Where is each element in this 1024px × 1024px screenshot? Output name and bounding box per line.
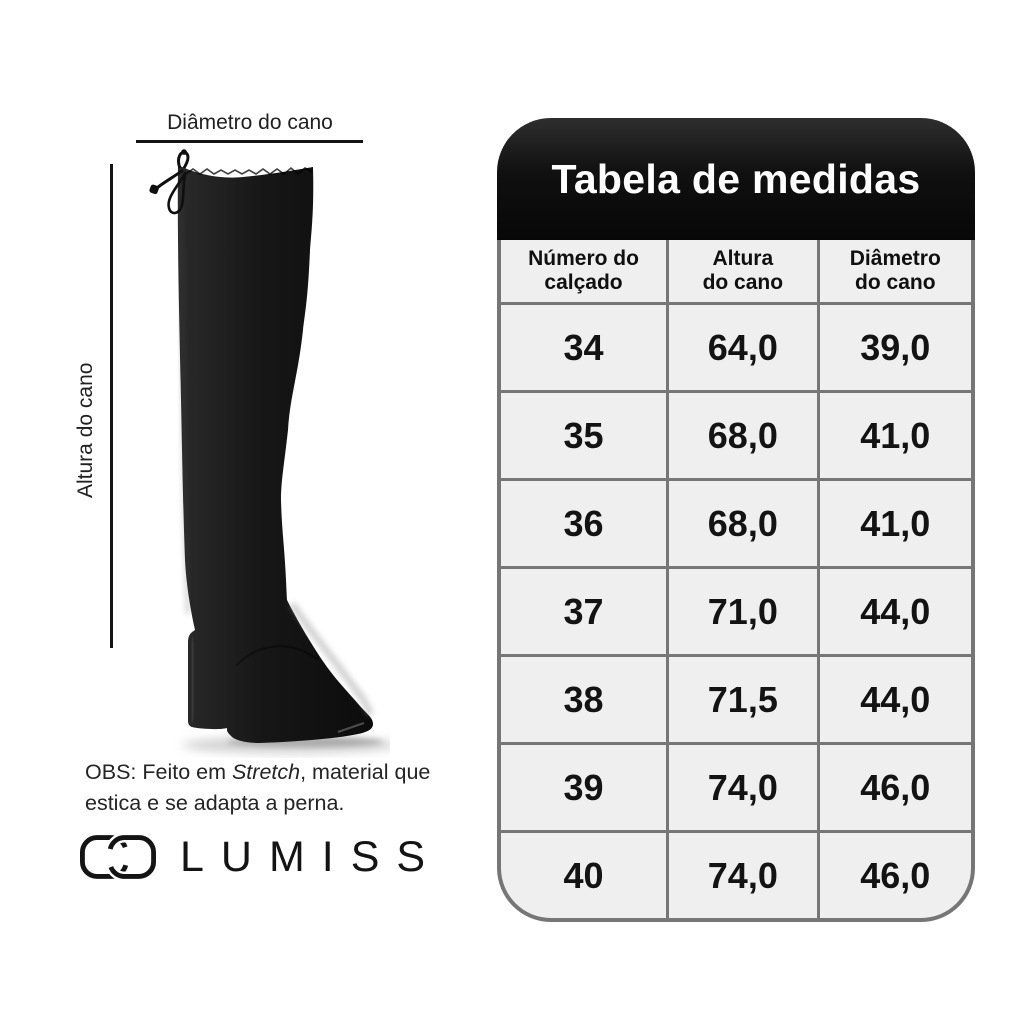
column-header-shaft-height: Altura do cano <box>669 240 817 302</box>
column-header-shoe-number: Número do calçado <box>501 240 667 302</box>
column-header-shaft-diameter: Diâmetro do cano <box>819 240 971 302</box>
lumiss-monogram-icon <box>80 832 156 882</box>
cell-size: 35 <box>501 393 667 478</box>
cell-size: 40 <box>501 833 667 918</box>
cell-size: 38 <box>501 657 667 742</box>
header-line: Altura <box>712 247 774 271</box>
note-line1-suffix: , material que <box>300 760 431 784</box>
cell-height: 68,0 <box>669 481 817 566</box>
boot-photo <box>149 149 390 753</box>
cell-height: 68,0 <box>669 393 817 478</box>
size-table: Número do calçado Altura do cano Diâmetr… <box>497 240 975 922</box>
size-table-card: Tabela de medidas Número do calçado Altu… <box>497 118 975 922</box>
cell-diameter: 46,0 <box>819 833 971 918</box>
table-title: Tabela de medidas <box>497 118 975 240</box>
cell-size: 34 <box>501 305 667 390</box>
cell-diameter: 41,0 <box>819 393 971 478</box>
header-line: do cano <box>855 271 936 294</box>
cell-height: 74,0 <box>669 833 817 918</box>
header-line: Número do <box>528 247 639 271</box>
shaft-diameter-label: Diâmetro do cano <box>167 111 333 134</box>
note-prefix: OBS: Feito em <box>85 760 232 784</box>
measure-line-horizontal <box>136 140 363 143</box>
cell-size: 39 <box>501 745 667 830</box>
header-line: calçado <box>544 271 623 294</box>
shaft-height-label: Altura do cano <box>74 362 97 498</box>
material-note: OBS: Feito em Stretch, material que estic… <box>85 757 515 818</box>
brand-logo: LUMISS <box>80 831 442 883</box>
cell-diameter: 44,0 <box>819 657 971 742</box>
cell-height: 64,0 <box>669 305 817 390</box>
cell-diameter: 44,0 <box>819 569 971 654</box>
note-line2: estica e se adapta a perna. <box>85 790 345 815</box>
measure-line-vertical <box>110 164 113 648</box>
cell-diameter: 41,0 <box>819 481 971 566</box>
brand-name: LUMISS <box>180 832 443 881</box>
cell-size: 36 <box>501 481 667 566</box>
cell-diameter: 39,0 <box>819 305 971 390</box>
cell-diameter: 46,0 <box>819 745 971 830</box>
header-line: do cano <box>702 271 784 294</box>
note-italic-word: Stretch <box>231 760 301 784</box>
cell-height: 71,0 <box>669 569 817 654</box>
cell-height: 71,5 <box>669 657 817 742</box>
header-line: Diâmetro <box>849 247 941 271</box>
cell-size: 37 <box>501 569 667 654</box>
cell-height: 74,0 <box>669 745 817 830</box>
